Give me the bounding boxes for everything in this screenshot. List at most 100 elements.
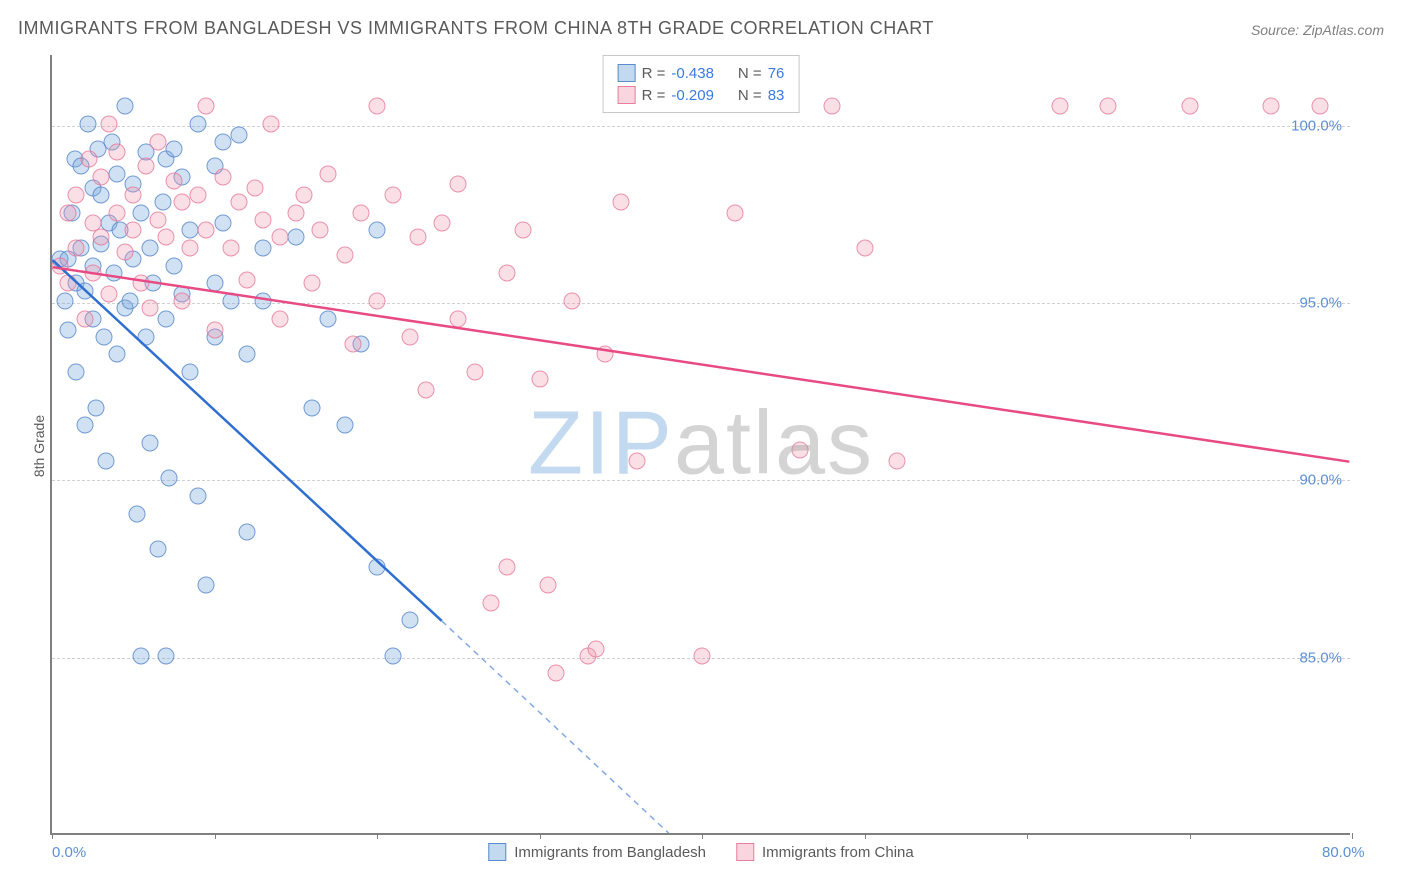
data-point bbox=[68, 364, 85, 381]
y-tick-label: 95.0% bbox=[1299, 295, 1342, 312]
n-value-bangladesh: 76 bbox=[768, 65, 785, 82]
data-point bbox=[214, 215, 231, 232]
data-point bbox=[320, 165, 337, 182]
data-point bbox=[482, 594, 499, 611]
data-point bbox=[1181, 98, 1198, 115]
x-tick-mark bbox=[540, 833, 541, 839]
data-point bbox=[255, 211, 272, 228]
x-tick-mark bbox=[702, 833, 703, 839]
data-point bbox=[60, 275, 77, 292]
data-point bbox=[198, 222, 215, 239]
data-point bbox=[369, 98, 386, 115]
legend-swatch-pink bbox=[736, 843, 754, 861]
data-point bbox=[109, 165, 126, 182]
data-point bbox=[92, 229, 109, 246]
data-point bbox=[149, 133, 166, 150]
gridline bbox=[52, 126, 1350, 127]
data-point bbox=[450, 176, 467, 193]
data-point bbox=[344, 335, 361, 352]
data-point bbox=[824, 98, 841, 115]
data-point bbox=[128, 505, 145, 522]
plot-area: ZIPatlas R = -0.438 N = 76 R = -0.209 N … bbox=[50, 55, 1350, 835]
data-point bbox=[263, 115, 280, 132]
data-point bbox=[369, 293, 386, 310]
data-point bbox=[76, 282, 93, 299]
x-tick-mark bbox=[1352, 833, 1353, 839]
data-point bbox=[564, 293, 581, 310]
data-point bbox=[409, 229, 426, 246]
data-point bbox=[369, 222, 386, 239]
r-value-china: -0.209 bbox=[671, 87, 714, 104]
data-point bbox=[612, 193, 629, 210]
data-point bbox=[149, 541, 166, 558]
data-point bbox=[255, 293, 272, 310]
source-attribution: Source: ZipAtlas.com bbox=[1251, 22, 1384, 38]
data-point bbox=[401, 328, 418, 345]
data-point bbox=[214, 133, 231, 150]
data-point bbox=[96, 328, 113, 345]
data-point bbox=[68, 240, 85, 257]
data-point bbox=[417, 381, 434, 398]
data-point bbox=[133, 204, 150, 221]
data-point bbox=[182, 364, 199, 381]
data-point bbox=[352, 204, 369, 221]
legend-row-bangladesh: R = -0.438 N = 76 bbox=[618, 62, 785, 84]
data-point bbox=[466, 364, 483, 381]
data-point bbox=[312, 222, 329, 239]
data-point bbox=[385, 647, 402, 664]
data-point bbox=[133, 647, 150, 664]
data-point bbox=[141, 300, 158, 317]
data-point bbox=[76, 417, 93, 434]
data-point bbox=[230, 126, 247, 143]
legend-label-bangladesh: Immigrants from Bangladesh bbox=[514, 844, 706, 861]
data-point bbox=[182, 240, 199, 257]
data-point bbox=[198, 98, 215, 115]
legend-row-china: R = -0.209 N = 83 bbox=[618, 84, 785, 106]
data-point bbox=[174, 293, 191, 310]
data-point bbox=[76, 310, 93, 327]
data-point bbox=[87, 399, 104, 416]
data-point bbox=[100, 115, 117, 132]
data-point bbox=[117, 98, 134, 115]
data-point bbox=[157, 229, 174, 246]
legend-swatch-pink bbox=[618, 86, 636, 104]
legend-item-china: Immigrants from China bbox=[736, 843, 914, 861]
data-point bbox=[320, 310, 337, 327]
x-tick-mark bbox=[377, 833, 378, 839]
correlation-legend: R = -0.438 N = 76 R = -0.209 N = 83 bbox=[603, 55, 800, 113]
data-point bbox=[149, 211, 166, 228]
data-point bbox=[97, 452, 114, 469]
data-point bbox=[206, 275, 223, 292]
data-point bbox=[726, 204, 743, 221]
data-point bbox=[499, 264, 516, 281]
data-point bbox=[791, 442, 808, 459]
n-value-china: 83 bbox=[768, 87, 785, 104]
data-point bbox=[385, 186, 402, 203]
data-point bbox=[165, 172, 182, 189]
r-label: R = bbox=[642, 65, 666, 82]
data-point bbox=[1100, 98, 1117, 115]
data-point bbox=[161, 470, 178, 487]
data-point bbox=[109, 144, 126, 161]
x-tick-label: 80.0% bbox=[1322, 844, 1365, 861]
data-point bbox=[190, 186, 207, 203]
data-point bbox=[157, 310, 174, 327]
data-point bbox=[105, 264, 122, 281]
x-tick-mark bbox=[215, 833, 216, 839]
y-tick-label: 90.0% bbox=[1299, 472, 1342, 489]
data-point bbox=[889, 452, 906, 469]
data-point bbox=[92, 186, 109, 203]
data-point bbox=[539, 576, 556, 593]
data-point bbox=[369, 559, 386, 576]
x-tick-label: 0.0% bbox=[52, 844, 86, 861]
data-point bbox=[190, 488, 207, 505]
data-point bbox=[247, 179, 264, 196]
data-point bbox=[222, 293, 239, 310]
r-value-bangladesh: -0.438 bbox=[671, 65, 714, 82]
data-point bbox=[588, 640, 605, 657]
y-tick-label: 85.0% bbox=[1299, 649, 1342, 666]
data-point bbox=[165, 257, 182, 274]
data-point bbox=[596, 346, 613, 363]
legend-label-china: Immigrants from China bbox=[762, 844, 914, 861]
data-point bbox=[81, 151, 98, 168]
